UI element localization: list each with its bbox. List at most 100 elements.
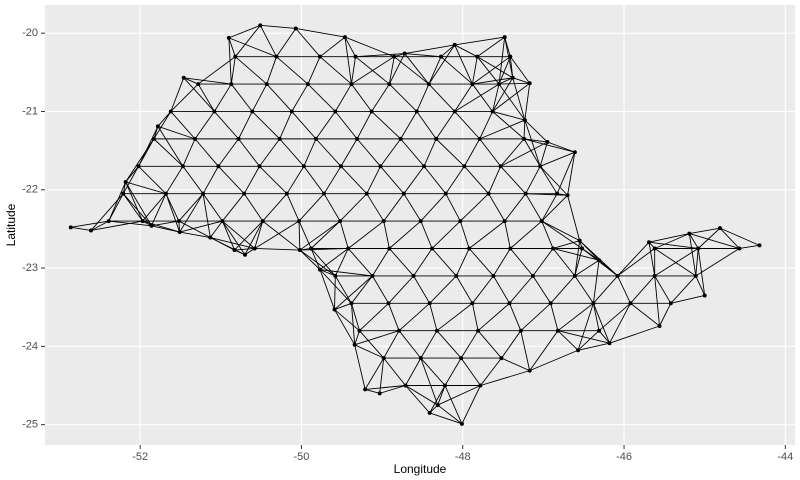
node [355, 136, 360, 141]
edge [388, 275, 414, 304]
edge [524, 83, 531, 121]
node [309, 246, 314, 251]
edge [266, 56, 277, 85]
edge [592, 260, 600, 304]
edge [291, 83, 309, 112]
edge [286, 166, 305, 194]
edge [493, 248, 511, 277]
node [414, 109, 419, 114]
edge [125, 181, 143, 222]
node [522, 136, 527, 141]
node [343, 35, 347, 40]
edge [539, 165, 568, 196]
node [607, 341, 612, 346]
edge [254, 220, 300, 249]
node [392, 54, 397, 59]
node [318, 54, 322, 59]
edge [429, 412, 463, 425]
edge [525, 193, 543, 222]
x-tick-label: -48 [455, 451, 471, 463]
edge [557, 302, 594, 332]
edge [319, 248, 349, 270]
edge [379, 358, 385, 394]
edge [170, 111, 196, 140]
node [297, 219, 302, 224]
edge [157, 111, 172, 127]
edge [108, 181, 127, 222]
edge [574, 275, 594, 304]
node [196, 82, 201, 87]
node [470, 301, 475, 306]
node [121, 191, 126, 196]
edge [178, 220, 211, 238]
node [201, 191, 206, 196]
edge [276, 56, 309, 85]
y-tick-label: -23 [22, 262, 38, 274]
edge [351, 56, 395, 85]
node [565, 193, 570, 198]
edge [454, 36, 505, 46]
node [467, 246, 472, 251]
edge [460, 357, 481, 386]
edge [125, 165, 139, 183]
node [338, 164, 343, 169]
edge [383, 357, 406, 386]
edge [557, 330, 610, 344]
edge [688, 233, 697, 276]
edge [356, 138, 381, 167]
edge [440, 56, 473, 85]
node [615, 273, 620, 278]
edge [90, 220, 143, 231]
node [352, 342, 357, 347]
node [68, 225, 73, 230]
node [551, 246, 556, 251]
node [401, 191, 406, 196]
edge [512, 77, 530, 84]
node [226, 35, 231, 40]
node [377, 391, 382, 396]
node [657, 323, 662, 328]
axes: -52 -50 -48 -46 -44 -25 -24 -23 -22 -21 -20 [22, 27, 793, 463]
edge [454, 44, 478, 58]
x-axis-title: Longitude [394, 462, 447, 476]
node [258, 23, 263, 28]
edge [525, 166, 541, 194]
edge [492, 83, 500, 112]
edge [230, 56, 236, 85]
edge [388, 56, 395, 85]
edge [501, 357, 530, 372]
edge [334, 275, 336, 310]
edge [243, 166, 260, 194]
edge [654, 248, 697, 277]
edge [182, 166, 204, 194]
edge [254, 220, 264, 249]
edge [404, 53, 430, 85]
node [696, 246, 701, 251]
edge [598, 330, 610, 344]
edge [509, 275, 534, 304]
node [242, 191, 247, 196]
node [264, 82, 269, 87]
edge [552, 248, 576, 277]
edge [460, 193, 489, 222]
x-tick-label: -52 [132, 451, 148, 463]
edge [372, 275, 389, 304]
edge [222, 220, 235, 251]
edge [298, 220, 312, 249]
edge [347, 220, 384, 249]
edge [182, 138, 196, 167]
edge [228, 37, 277, 58]
edge [165, 193, 180, 222]
edge [310, 220, 341, 249]
edge [477, 302, 510, 332]
edge [609, 325, 660, 344]
edge [291, 111, 317, 140]
edge [436, 302, 473, 332]
node [452, 109, 457, 114]
node [510, 75, 515, 80]
node [208, 235, 213, 240]
edge [228, 37, 236, 57]
node [216, 164, 221, 169]
edge [420, 220, 433, 249]
